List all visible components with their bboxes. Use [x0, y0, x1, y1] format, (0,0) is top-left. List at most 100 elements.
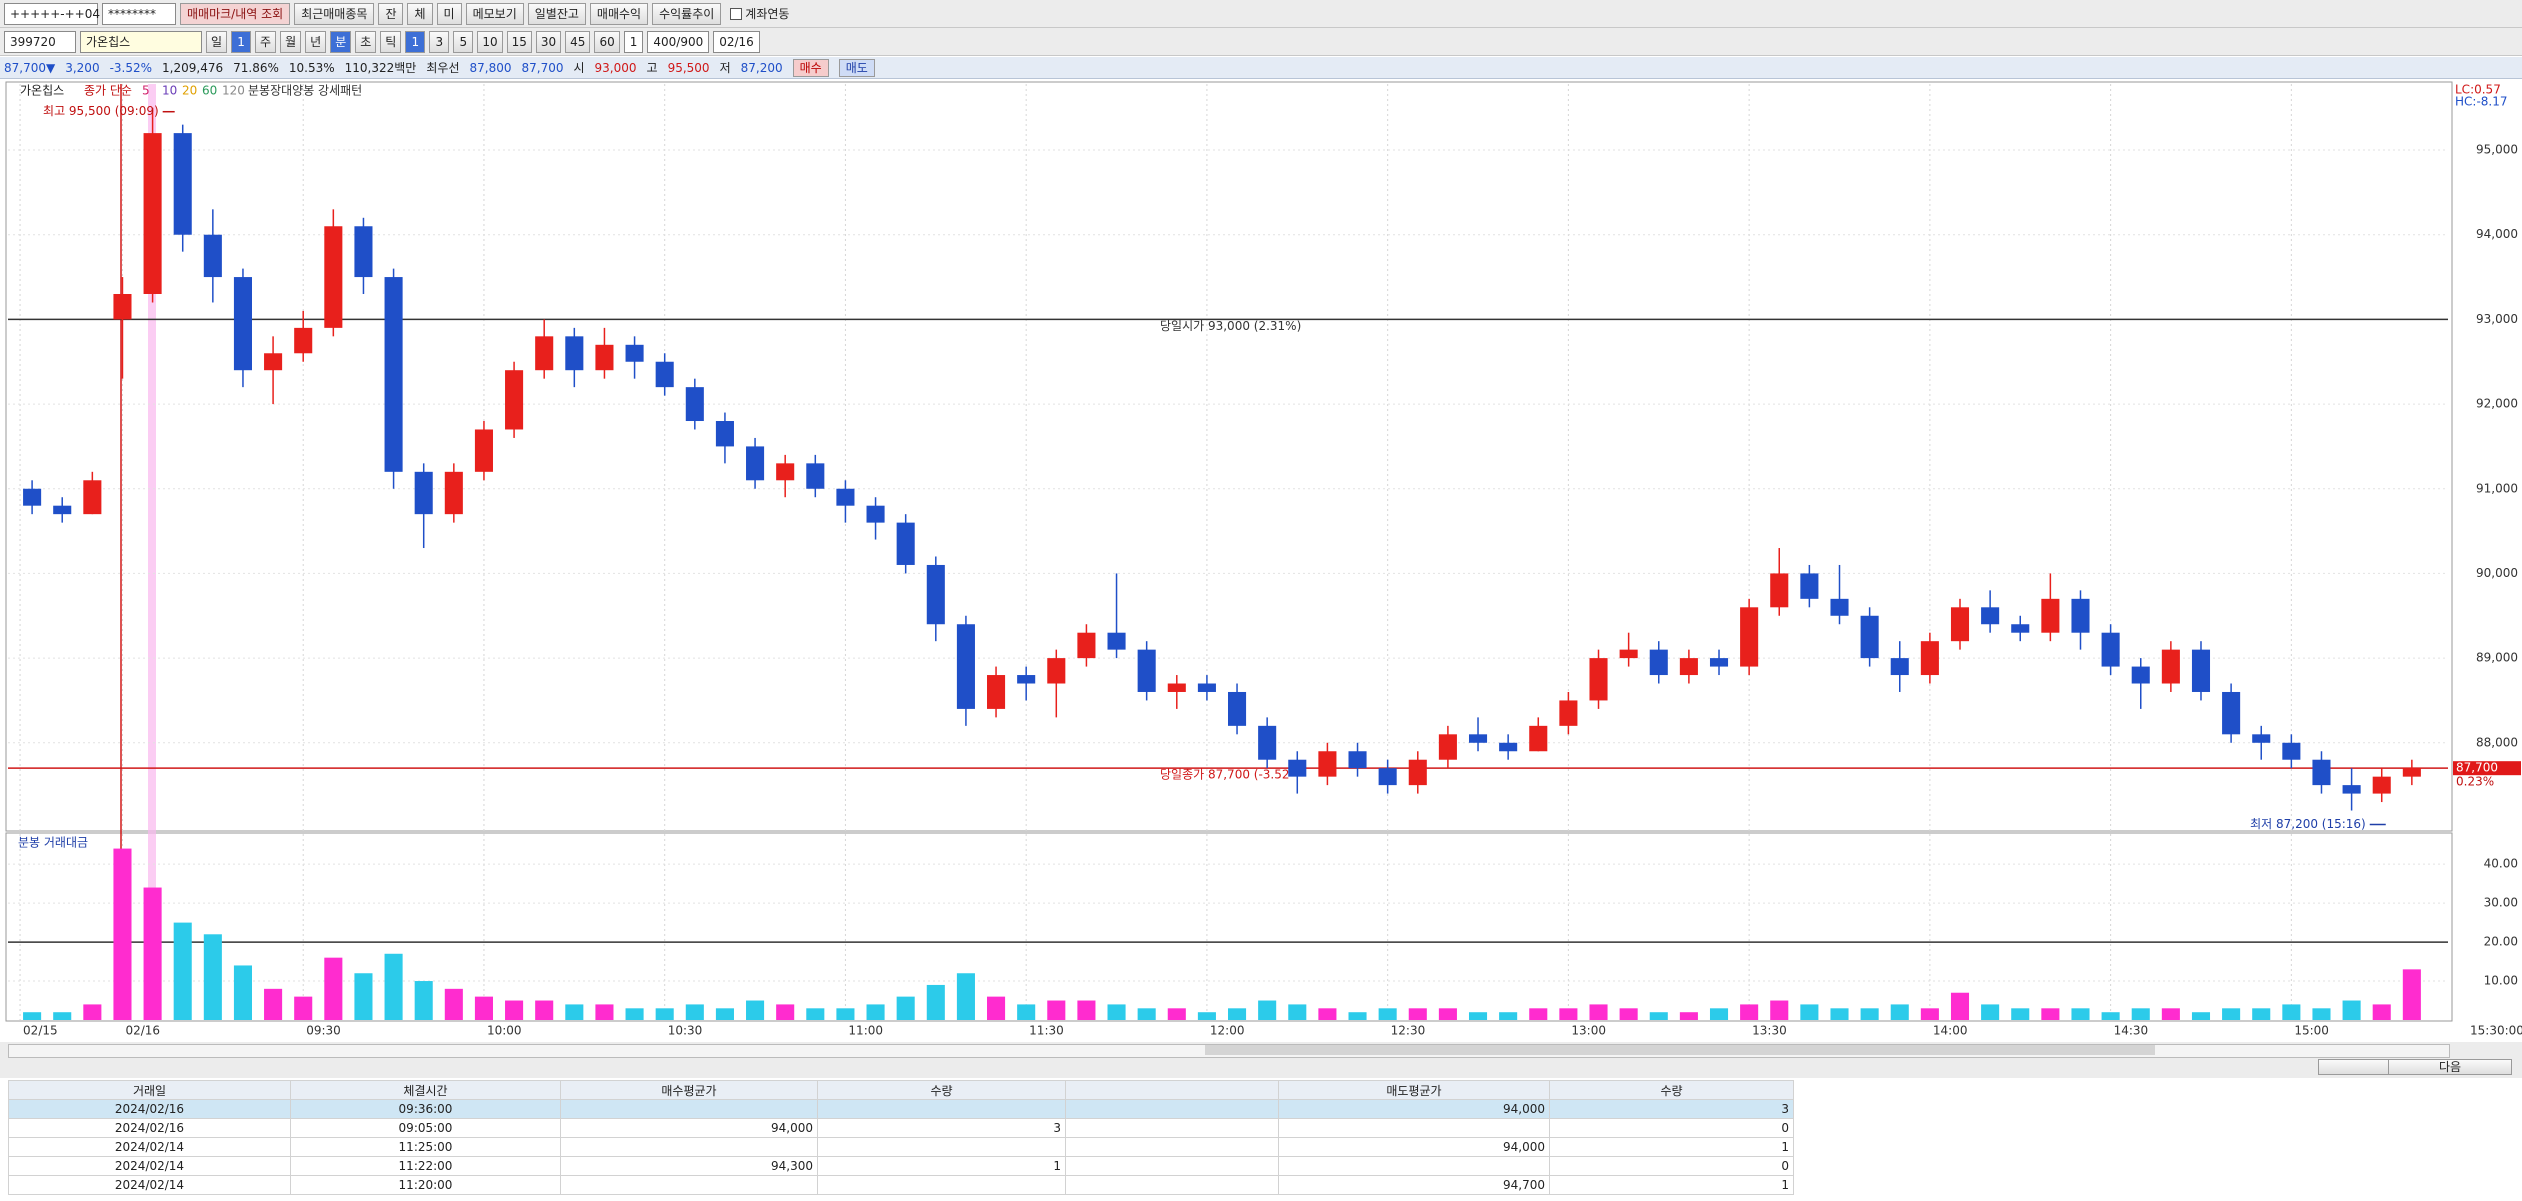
toolbar-button[interactable]: 매매마크/내역 조회 [180, 2, 291, 25]
period-button[interactable]: 월 [280, 30, 302, 53]
period-button[interactable]: 주 [255, 30, 277, 53]
symbol-name[interactable]: 가온칩스 [80, 30, 202, 53]
volume-bar [2222, 1008, 2241, 1020]
candle-body [1137, 649, 1156, 692]
volume-bar [625, 1008, 644, 1020]
low-annotation: 최저 87,200 (15:16) [2250, 817, 2366, 831]
password-field[interactable]: ******** [102, 2, 176, 25]
account-select[interactable]: +++++-++04 [4, 2, 100, 25]
toolbar-button[interactable]: 수익률추이 [652, 2, 722, 25]
period-button[interactable]: 일 [206, 30, 228, 53]
volume-bar [444, 988, 463, 1020]
interval-button[interactable]: 15 [506, 30, 532, 53]
volume-bar [414, 981, 433, 1020]
toolbar-button[interactable]: 미 [436, 2, 462, 25]
candle-body [2282, 742, 2301, 760]
interval-button[interactable]: 1 [405, 30, 426, 53]
candle-body [1378, 768, 1397, 786]
multiplier[interactable]: 1 [623, 30, 644, 53]
table-row[interactable]: 2024/02/16 09:05:00 94,000 3 0 [8, 1118, 1794, 1138]
volume-bar [264, 988, 283, 1020]
volume-bar [1228, 1008, 1247, 1020]
info-open: 93,000 [594, 60, 637, 75]
table-cell [560, 1137, 818, 1157]
buy-button[interactable]: 매수 [792, 58, 829, 77]
volume-bar [1709, 1008, 1729, 1020]
symbol-bar: 399720 가온칩스 일 1 주 월 년 분 초 틱 1 3 5 10 15 30 45 60 1 400/90… [0, 28, 2522, 56]
period-button[interactable]: 초 [355, 30, 377, 53]
interval-button[interactable]: 60 [594, 30, 620, 53]
volume-bar [1800, 1004, 1819, 1020]
table-row[interactable]: 2024/02/16 09:36:00 94,000 3 [8, 1099, 1794, 1119]
x-tick-label: 10:00 [487, 1024, 522, 1038]
volume-bar [715, 1008, 734, 1020]
period-button[interactable]: 1 [231, 30, 252, 53]
toggle-button[interactable] [2318, 1059, 2392, 1075]
info-ratio: 10.53% [288, 60, 335, 75]
volume-bar [294, 996, 313, 1020]
link-toggle[interactable]: 계좌연동 [725, 4, 794, 24]
scroll-thumb[interactable] [1205, 1045, 2155, 1055]
volume-bar [2101, 1012, 2120, 1020]
candle-body [264, 353, 283, 371]
volume-bar [113, 848, 132, 1020]
date[interactable]: 02/16 [713, 30, 760, 53]
interval-button[interactable]: 45 [565, 30, 591, 53]
interval-button[interactable]: 5 [453, 30, 474, 53]
volume-bar [1619, 1008, 1638, 1020]
high-annotation: 최고 95,500 (09:09) [43, 104, 159, 118]
candle-body [2312, 759, 2331, 786]
toolbar-button[interactable]: 체 [407, 2, 433, 25]
candle-body [836, 488, 855, 506]
table-cell: 94,000 [560, 1118, 818, 1138]
period-button[interactable]: 틱 [380, 30, 402, 53]
candle-body [2252, 734, 2271, 743]
toolbar-button[interactable]: 매매수익 [589, 2, 649, 25]
volume-bar [1529, 1008, 1548, 1020]
legend-ma-period: 5 [142, 84, 150, 98]
table-cell: 94,000 [1278, 1137, 1550, 1157]
candle-body [2222, 691, 2241, 735]
volume-bar [1649, 1012, 1668, 1020]
period-button[interactable]: 분 [330, 30, 352, 53]
volume-bar [1981, 1004, 2000, 1020]
toolbar-button[interactable]: 잔 [378, 2, 404, 25]
table-cell: 94,000 [1278, 1099, 1550, 1119]
sell-button[interactable]: 매도 [838, 58, 875, 77]
toolbar-button[interactable]: 메모보기 [465, 2, 524, 25]
count[interactable]: 400/900 [647, 30, 710, 53]
interval-button[interactable]: 30 [535, 30, 562, 53]
volume-bar [565, 1004, 584, 1020]
table-row[interactable]: 2024/02/14 11:25:00 94,000 1 [8, 1137, 1794, 1157]
next-button[interactable]: 다음 [2388, 1059, 2512, 1075]
price-tag [2453, 761, 2521, 776]
candle-body [2131, 666, 2150, 684]
checkbox[interactable] [730, 8, 743, 20]
volume-bar [1258, 1000, 1277, 1020]
interval-button[interactable]: 3 [429, 30, 450, 53]
candle-body [1890, 658, 1909, 676]
period-button[interactable]: 년 [305, 30, 327, 53]
candle-body [1228, 691, 1247, 726]
table-row[interactable]: 2024/02/14 11:20:00 94,700 1 [8, 1175, 1794, 1195]
column-header: 체결시간 [290, 1080, 561, 1100]
table-cell [1065, 1156, 1279, 1176]
trade-table: 거래일 체결시간 매수평균가 수량 매도평균가 수량 2024/02/16 09:36:00 9… [8, 1080, 1794, 1195]
x-tick-label: 02/15 [23, 1024, 58, 1038]
volume-bar [2071, 1008, 2090, 1020]
candle-body [1017, 675, 1036, 684]
interval-button[interactable]: 10 [477, 30, 503, 53]
table-cell: 09:05:00 [290, 1118, 561, 1138]
volume-bar [655, 1008, 674, 1020]
table-row[interactable]: 2024/02/14 11:22:00 94,300 1 0 [8, 1156, 1794, 1176]
volume-bar [23, 1012, 42, 1020]
volume-bar [1438, 1008, 1457, 1020]
table-cell [1065, 1099, 1279, 1119]
y-tick-label: 40.00 [2484, 857, 2518, 871]
toolbar-button[interactable]: 최근매매종목 [294, 2, 375, 25]
table-header: 거래일 체결시간 매수평균가 수량 매도평균가 수량 [8, 1080, 1794, 1100]
volume-bar [956, 973, 975, 1020]
toolbar-button[interactable]: 일별잔고 [527, 2, 586, 25]
symbol-code[interactable]: 399720 [4, 30, 76, 53]
volume-bar [1499, 1012, 1518, 1020]
